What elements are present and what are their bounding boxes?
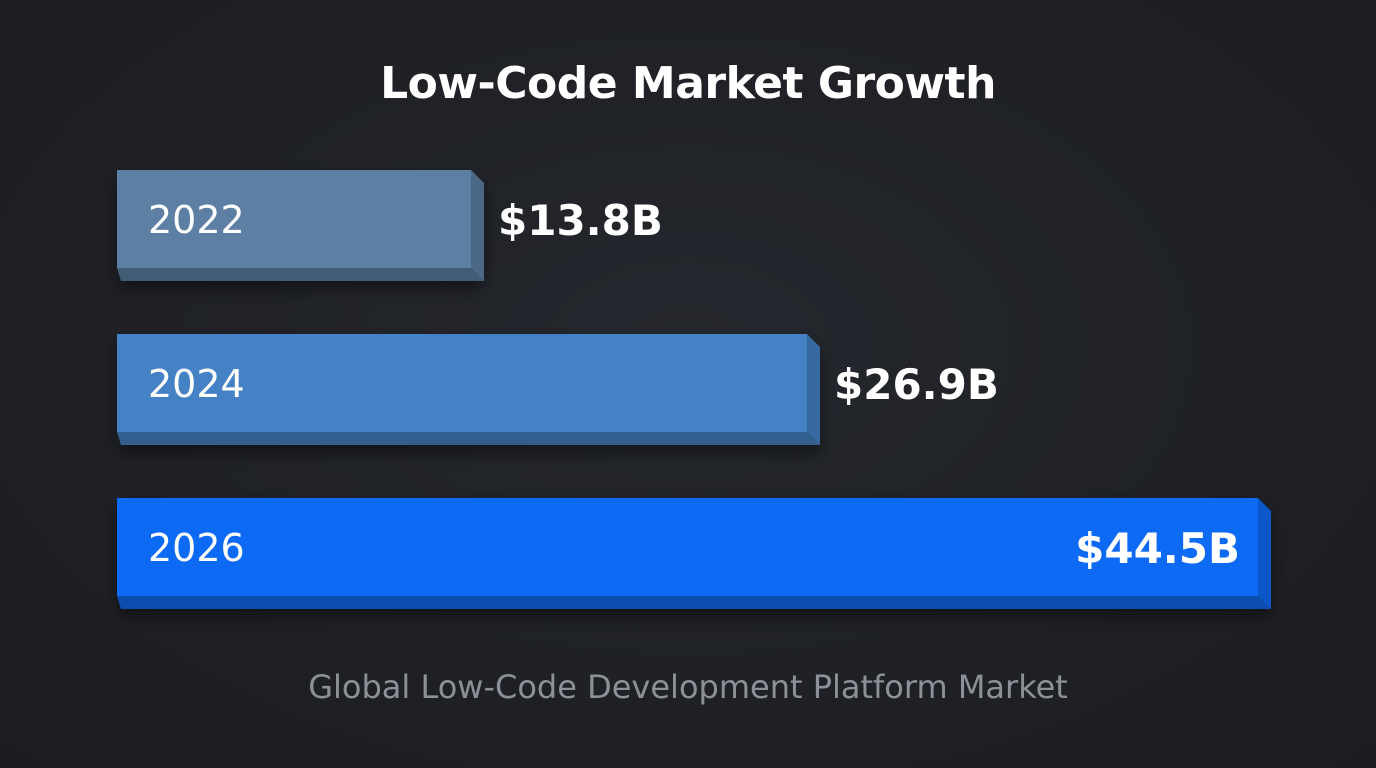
category-label-2026: 2026 xyxy=(148,526,245,570)
bar-2024-bottom-face xyxy=(117,432,820,445)
category-label-2022: 2022 xyxy=(148,198,245,242)
chart-title: Low-Code Market Growth xyxy=(380,58,996,109)
value-label-2022: $13.8B xyxy=(498,196,663,245)
bar-2022 xyxy=(117,170,484,281)
value-label-2024: $26.9B xyxy=(834,360,999,409)
bar-2024-front xyxy=(117,334,807,432)
bar-2026 xyxy=(117,498,1271,609)
bar-2024 xyxy=(117,334,820,445)
value-label-2026: $44.5B xyxy=(1075,524,1240,573)
bars-layer: 2022 $13.8B 2024 $26.9B 2026 $44.5B xyxy=(117,170,1271,609)
bar-2022-front xyxy=(117,170,471,268)
bar-2026-front xyxy=(117,498,1258,596)
bar-2022-bottom-face xyxy=(117,268,484,281)
chart-subtitle: Global Low-Code Development Platform Mar… xyxy=(308,668,1068,706)
bar-2024-side-face xyxy=(807,334,820,445)
category-label-2024: 2024 xyxy=(148,362,245,406)
bar-2026-bottom-face xyxy=(117,596,1271,609)
bar-2026-side-face xyxy=(1258,498,1271,609)
bar-2022-side-face xyxy=(471,170,484,281)
